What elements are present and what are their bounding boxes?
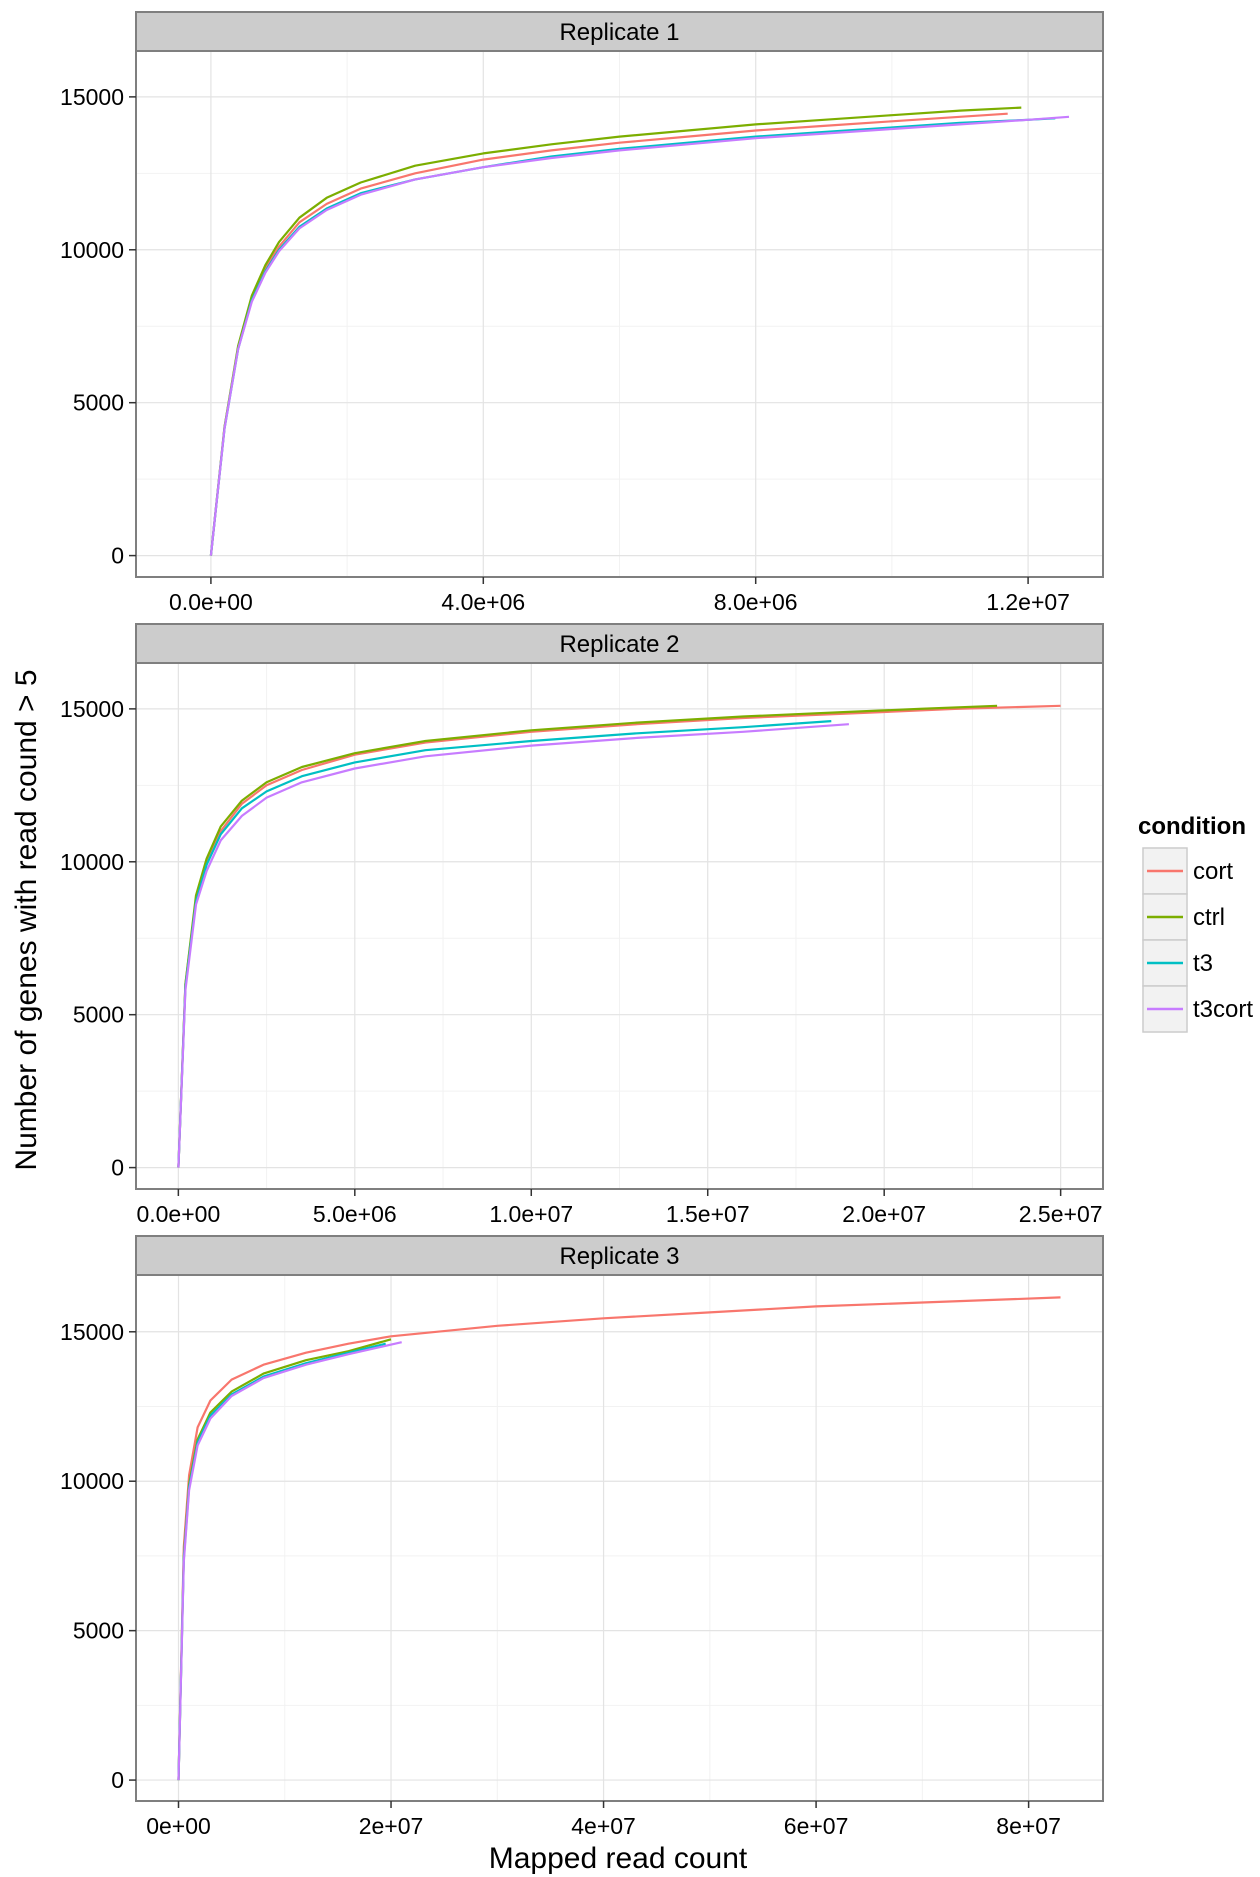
facet-strip-label: Replicate 2	[559, 631, 679, 658]
series-line-ctrl	[177, 704, 998, 1168]
y-tick-label: 10000	[60, 1468, 124, 1494]
x-tick-label: 2.0e+07	[842, 1201, 926, 1227]
x-tick-label: 8.0e+06	[714, 589, 798, 615]
x-tick-label: 1.0e+07	[489, 1201, 573, 1227]
y-tick-label: 15000	[60, 1319, 124, 1345]
panel-replicate-1: Replicate 1 0 5000 10000 15000 0.0e+00 4.0e+06…	[60, 11, 1104, 615]
y-axis-title: Number of genes with read cound > 5	[10, 669, 43, 1170]
x-tick-label: 4e+07	[571, 1813, 636, 1839]
facet-strip	[135, 11, 1104, 52]
legend: condition cort ctrl t3 t3cort	[1138, 813, 1253, 1033]
y-tick-label: 0	[111, 1767, 124, 1793]
y-tick-label: 15000	[60, 696, 124, 722]
x-axis-title: Mapped read count	[489, 1842, 748, 1875]
x-tick-label: 2.5e+07	[1019, 1201, 1103, 1227]
y-tick-label: 15000	[60, 84, 124, 110]
x-tick-label: 0.0e+00	[136, 1201, 220, 1227]
facet-strip	[135, 1235, 1104, 1276]
legend-label-t3: t3	[1193, 950, 1213, 977]
x-tick-label: 0e+00	[146, 1813, 211, 1839]
series-line-t3cort	[177, 1341, 402, 1781]
series-line-cort	[177, 1296, 1061, 1781]
panel-border	[135, 662, 1104, 1190]
y-tick-label: 10000	[60, 237, 124, 263]
x-tick-label: 6e+07	[784, 1813, 849, 1839]
y-tick-label: 5000	[73, 1618, 124, 1644]
legend-label-t3cort: t3cort	[1193, 996, 1253, 1023]
plot-background	[136, 1275, 1103, 1801]
y-tick-label: 5000	[73, 390, 124, 416]
y-tick-label: 0	[111, 1155, 124, 1181]
panel-border	[135, 1274, 1104, 1802]
x-tick-label: 4.0e+06	[441, 589, 525, 615]
x-tick-label: 2e+07	[359, 1813, 424, 1839]
y-tick-label: 5000	[73, 1002, 124, 1028]
series-line-t3cort	[209, 115, 1070, 556]
x-tick-label: 0.0e+00	[169, 589, 253, 615]
series-line-ctrl	[209, 106, 1022, 556]
series-line-t3cort	[177, 723, 849, 1168]
panel-replicate-3: Replicate 3 0 5000 10000 15000 0e+00 2e+07 4e+0…	[60, 1235, 1104, 1839]
x-tick-label: 1.2e+07	[986, 589, 1070, 615]
facet-strip	[135, 623, 1104, 664]
legend-label-cort: cort	[1193, 858, 1233, 885]
x-tick-label: 1.5e+07	[666, 1201, 750, 1227]
legend-title: condition	[1138, 813, 1246, 840]
y-tick-label: 0	[111, 543, 124, 569]
panel-border	[135, 50, 1104, 578]
legend-label-ctrl: ctrl	[1193, 904, 1225, 931]
panel-replicate-2: Replicate 2 0 5000 10000 15000 0.0e+00 5.0e+06…	[60, 623, 1104, 1227]
y-tick-label: 10000	[60, 849, 124, 875]
x-tick-label: 8e+07	[996, 1813, 1061, 1839]
facet-strip-label: Replicate 1	[559, 19, 679, 46]
x-tick-label: 5.0e+06	[313, 1201, 397, 1227]
facet-strip-label: Replicate 3	[559, 1243, 679, 1270]
